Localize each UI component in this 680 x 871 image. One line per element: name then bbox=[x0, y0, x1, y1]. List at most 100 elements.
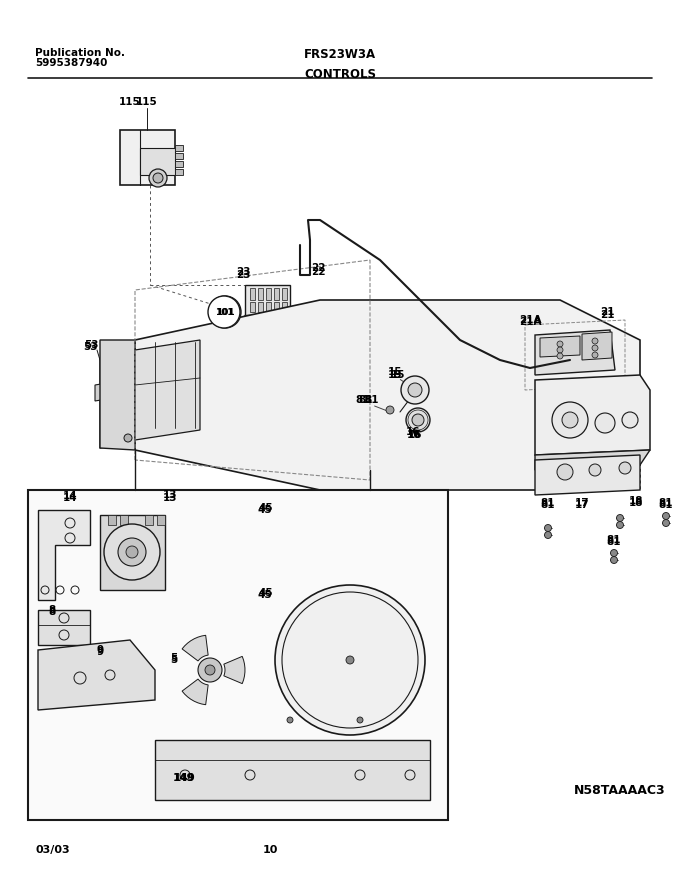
Circle shape bbox=[622, 412, 638, 428]
Polygon shape bbox=[38, 640, 155, 710]
Text: 81: 81 bbox=[356, 395, 370, 405]
Circle shape bbox=[124, 434, 132, 442]
Polygon shape bbox=[120, 130, 175, 185]
Polygon shape bbox=[113, 350, 135, 445]
Circle shape bbox=[153, 173, 163, 183]
Text: 45: 45 bbox=[258, 590, 272, 600]
Polygon shape bbox=[535, 455, 640, 495]
Text: 15: 15 bbox=[388, 367, 403, 377]
Bar bbox=[274, 302, 279, 312]
Bar bbox=[115, 425, 133, 433]
Text: 21: 21 bbox=[600, 307, 614, 317]
Text: 115: 115 bbox=[136, 97, 158, 107]
Polygon shape bbox=[540, 336, 580, 357]
Circle shape bbox=[592, 352, 598, 358]
Polygon shape bbox=[135, 340, 200, 440]
Text: 53: 53 bbox=[83, 342, 97, 352]
Text: 101: 101 bbox=[215, 307, 233, 316]
Text: 149: 149 bbox=[173, 773, 195, 783]
Circle shape bbox=[406, 408, 430, 432]
Circle shape bbox=[118, 538, 146, 566]
Circle shape bbox=[275, 585, 425, 735]
Polygon shape bbox=[100, 350, 135, 448]
Text: Publication No.: Publication No. bbox=[35, 48, 125, 58]
Text: 45: 45 bbox=[258, 588, 273, 598]
Bar bbox=[175, 145, 183, 151]
Text: 81: 81 bbox=[607, 537, 622, 547]
Text: 15: 15 bbox=[388, 370, 403, 380]
Circle shape bbox=[149, 169, 167, 187]
Circle shape bbox=[619, 462, 631, 474]
Circle shape bbox=[126, 546, 138, 558]
Polygon shape bbox=[535, 375, 650, 455]
Circle shape bbox=[662, 512, 670, 519]
Polygon shape bbox=[182, 635, 208, 661]
Bar bbox=[108, 515, 116, 525]
Circle shape bbox=[611, 557, 617, 564]
Bar bbox=[266, 302, 271, 312]
Text: 16: 16 bbox=[406, 427, 420, 437]
Text: 81: 81 bbox=[541, 500, 556, 510]
Text: 14: 14 bbox=[63, 493, 78, 503]
Text: 115: 115 bbox=[119, 97, 141, 107]
Text: 03/03: 03/03 bbox=[35, 845, 69, 855]
Polygon shape bbox=[140, 148, 175, 175]
Text: 5995387940: 5995387940 bbox=[35, 58, 107, 68]
Bar bbox=[266, 288, 271, 300]
Bar bbox=[258, 302, 263, 312]
Bar bbox=[28, 490, 448, 820]
Circle shape bbox=[412, 414, 424, 426]
Bar bbox=[175, 153, 183, 159]
Polygon shape bbox=[155, 740, 430, 800]
Circle shape bbox=[592, 338, 598, 344]
Circle shape bbox=[386, 406, 394, 414]
Bar bbox=[175, 161, 183, 167]
Circle shape bbox=[557, 464, 573, 480]
Circle shape bbox=[346, 656, 354, 664]
Text: N58TAAAAC3: N58TAAAAC3 bbox=[574, 784, 666, 796]
Circle shape bbox=[562, 412, 578, 428]
Text: 81: 81 bbox=[541, 498, 556, 508]
Circle shape bbox=[545, 524, 551, 531]
Bar bbox=[145, 515, 153, 525]
Bar bbox=[115, 365, 133, 373]
Polygon shape bbox=[95, 382, 113, 401]
Text: 81: 81 bbox=[659, 500, 673, 510]
Text: CONTROLS: CONTROLS bbox=[304, 68, 376, 81]
Circle shape bbox=[557, 341, 563, 347]
Polygon shape bbox=[224, 657, 245, 684]
Text: 5: 5 bbox=[171, 653, 177, 663]
Polygon shape bbox=[535, 330, 615, 375]
Polygon shape bbox=[135, 300, 640, 490]
Bar bbox=[250, 302, 255, 312]
Text: 81: 81 bbox=[659, 498, 673, 508]
Circle shape bbox=[401, 376, 429, 404]
Bar bbox=[157, 515, 165, 525]
Circle shape bbox=[611, 550, 617, 557]
Text: 5: 5 bbox=[171, 655, 177, 665]
Bar bbox=[120, 515, 128, 525]
Circle shape bbox=[592, 345, 598, 351]
Circle shape bbox=[595, 413, 615, 433]
Text: 81: 81 bbox=[607, 535, 622, 545]
Polygon shape bbox=[100, 340, 135, 450]
Bar bbox=[282, 302, 287, 312]
Bar bbox=[258, 288, 263, 300]
Text: 21A: 21A bbox=[519, 317, 541, 327]
Text: 13: 13 bbox=[163, 490, 177, 500]
Circle shape bbox=[545, 531, 551, 538]
Text: 23: 23 bbox=[236, 270, 250, 280]
Text: 14: 14 bbox=[63, 491, 78, 501]
Circle shape bbox=[209, 296, 241, 328]
Circle shape bbox=[408, 383, 422, 397]
Text: 18: 18 bbox=[629, 498, 643, 508]
Polygon shape bbox=[185, 565, 440, 760]
Bar bbox=[175, 169, 183, 175]
Polygon shape bbox=[582, 332, 612, 360]
Text: 9: 9 bbox=[97, 645, 103, 655]
Text: 149: 149 bbox=[174, 773, 196, 783]
Circle shape bbox=[557, 347, 563, 353]
Bar bbox=[282, 288, 287, 300]
Polygon shape bbox=[182, 679, 208, 705]
Text: 101: 101 bbox=[216, 307, 235, 316]
